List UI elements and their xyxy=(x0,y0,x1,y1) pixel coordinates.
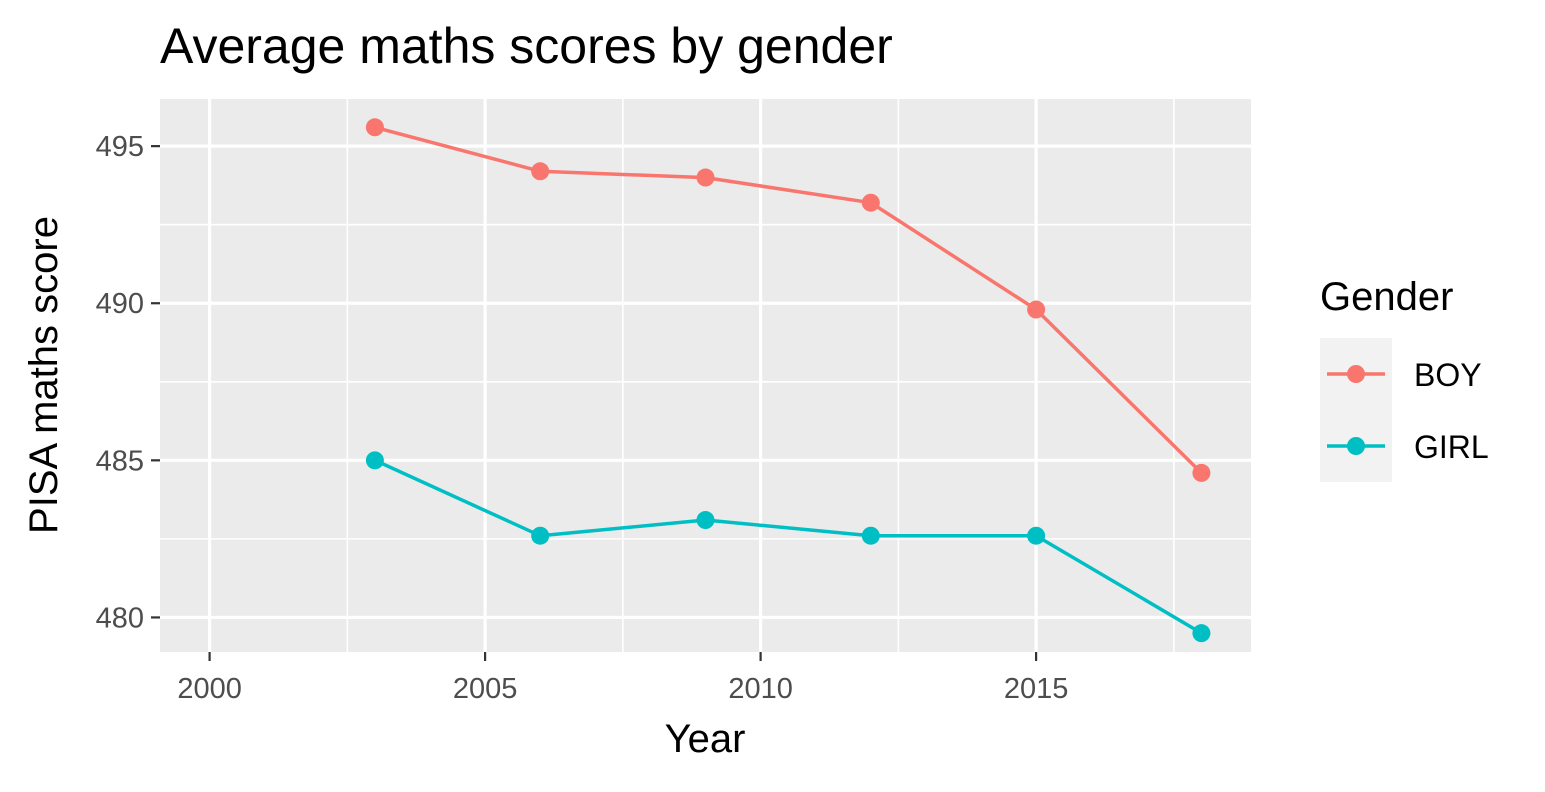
series-line-boy xyxy=(374,125,1203,475)
y-axis-title: PISA maths score xyxy=(22,216,66,534)
legend-label-boy: BOY xyxy=(1414,357,1482,393)
legend-title: Gender xyxy=(1320,275,1453,319)
x-tick-label: 2015 xyxy=(1004,673,1069,705)
data-point-boy xyxy=(365,118,384,137)
x-axis-title: Year xyxy=(665,717,746,761)
series-layer xyxy=(365,118,1211,643)
data-point-boy xyxy=(1027,300,1046,319)
data-point-girl xyxy=(696,511,715,530)
data-point-boy xyxy=(696,168,715,187)
y-tick-label: 480 xyxy=(96,602,144,634)
legend-key-point-boy xyxy=(1347,365,1365,383)
series-line-girl xyxy=(374,458,1203,635)
plot-panel xyxy=(160,99,1251,652)
data-point-boy xyxy=(531,162,550,181)
y-tick-label: 495 xyxy=(96,131,144,163)
chart-title: Average maths scores by gender xyxy=(160,18,893,74)
legend-key-point-girl xyxy=(1347,437,1365,455)
panel-background xyxy=(160,99,1251,652)
data-point-boy xyxy=(1192,463,1211,482)
y-tick-label: 485 xyxy=(96,445,144,477)
data-point-girl xyxy=(531,526,550,545)
data-point-girl xyxy=(1027,526,1046,545)
data-point-girl xyxy=(861,526,880,545)
data-point-girl xyxy=(1192,624,1211,643)
x-tick-label: 2010 xyxy=(728,673,793,705)
x-tick-label: 2005 xyxy=(453,673,518,705)
legend: Gender BOY GIRL xyxy=(1320,275,1489,482)
data-point-girl xyxy=(365,451,384,470)
legend-label-girl: GIRL xyxy=(1414,429,1489,465)
x-tick-label: 2000 xyxy=(177,673,242,705)
data-point-boy xyxy=(861,193,880,212)
grid-lines xyxy=(160,99,1251,652)
y-tick-label: 490 xyxy=(96,288,144,320)
axes: 480 485 490 495 2000 2005 2010 2015 xyxy=(96,131,1069,705)
